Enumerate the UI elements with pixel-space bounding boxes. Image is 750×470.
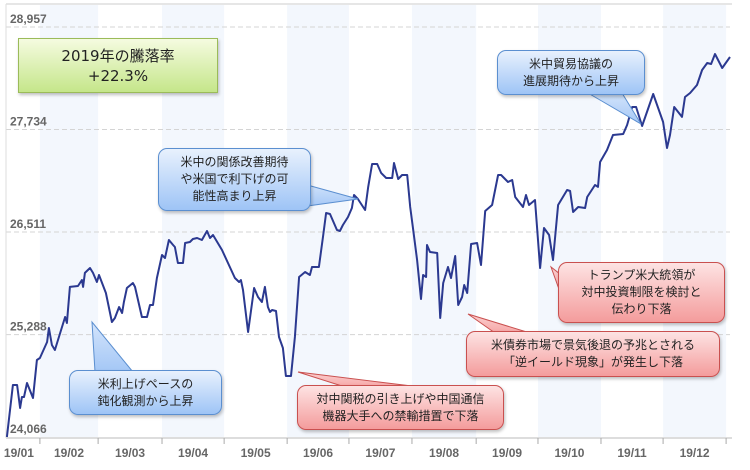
annotation-line: 鈍化観測から上昇	[97, 393, 194, 408]
annotation-line: 機器大手への禁輸措置で下落	[322, 408, 479, 423]
annotation-line: 米中貿易協議の	[528, 56, 613, 71]
month-band	[411, 4, 477, 438]
callout-tariffs: 対中関税の引き上げや中国通信 機器大手への禁輸措置で下落	[297, 385, 504, 430]
y-tick-label: 26,511	[10, 217, 46, 231]
x-tick-label: 19/01	[4, 446, 34, 460]
annotation-line: 対中関税の引き上げや中国通信	[316, 391, 485, 406]
annotation-line: 伝わり下落	[611, 302, 672, 316]
x-tick-label: 19/09	[492, 446, 522, 460]
x-tick-label: 19/12	[680, 446, 710, 460]
x-tick-label: 19/02	[54, 446, 84, 460]
annotation-line: 対中投資制限を検討と	[581, 285, 702, 299]
callout-investment-limits: トランプ米大統領が 対中投資制限を検討と 伝わり下落	[558, 262, 725, 323]
y-tick-label: 25,288	[10, 320, 47, 334]
x-tick-label: 19/06	[303, 446, 333, 460]
callout-trade-talks: 米中貿易協議の 進展期待から上昇	[497, 50, 645, 95]
annual-change-annotation: 2019年の騰落率 +22.3%	[18, 38, 218, 93]
month-band	[287, 4, 349, 438]
annotation-line: 2019年の騰落率	[61, 46, 175, 65]
index-line	[5, 53, 731, 438]
annotation-line: 「逆イールド現象」が発生し下落	[502, 355, 683, 369]
x-tick-label: 19/03	[115, 446, 145, 460]
annotation-line: +22.3%	[87, 66, 149, 85]
y-tick-label: 24,066	[10, 422, 47, 436]
annotation-line: 米利上げペースの	[97, 376, 194, 391]
y-tick-label: 27,734	[10, 115, 47, 129]
callout-us-china-relations: 米中の関係改善期待 や米国で利下げの可 能性高まり上昇	[158, 148, 311, 211]
x-tick-label: 19/08	[429, 446, 459, 460]
annotation-line: や米国で利下げの可	[180, 172, 289, 186]
y-tick-label: 28,957	[10, 12, 47, 26]
x-tick-label: 19/10	[554, 446, 584, 460]
x-tick-label: 19/11	[617, 446, 647, 460]
annotation-line: トランプ米大統領が	[587, 268, 696, 282]
x-tick-label: 19/07	[365, 446, 395, 460]
annotation-line: 能性高まり上昇	[192, 189, 277, 203]
annotation-line: 進展期待から上昇	[522, 73, 619, 88]
x-tick-label: 19/04	[178, 446, 208, 460]
x-tick-label: 19/05	[241, 446, 271, 460]
callout-rate-hike-pace: 米利上げペースの 鈍化観測から上昇	[69, 370, 222, 415]
annotation-line: 米中の関係改善期待	[180, 155, 289, 169]
callout-tail-rate	[91, 320, 135, 373]
annotation-line: 米債券市場で景気後退の予兆とされる	[490, 338, 695, 352]
callout-inverted-yield: 米債券市場で景気後退の予兆とされる 「逆イールド現象」が発生し下落	[466, 331, 720, 377]
